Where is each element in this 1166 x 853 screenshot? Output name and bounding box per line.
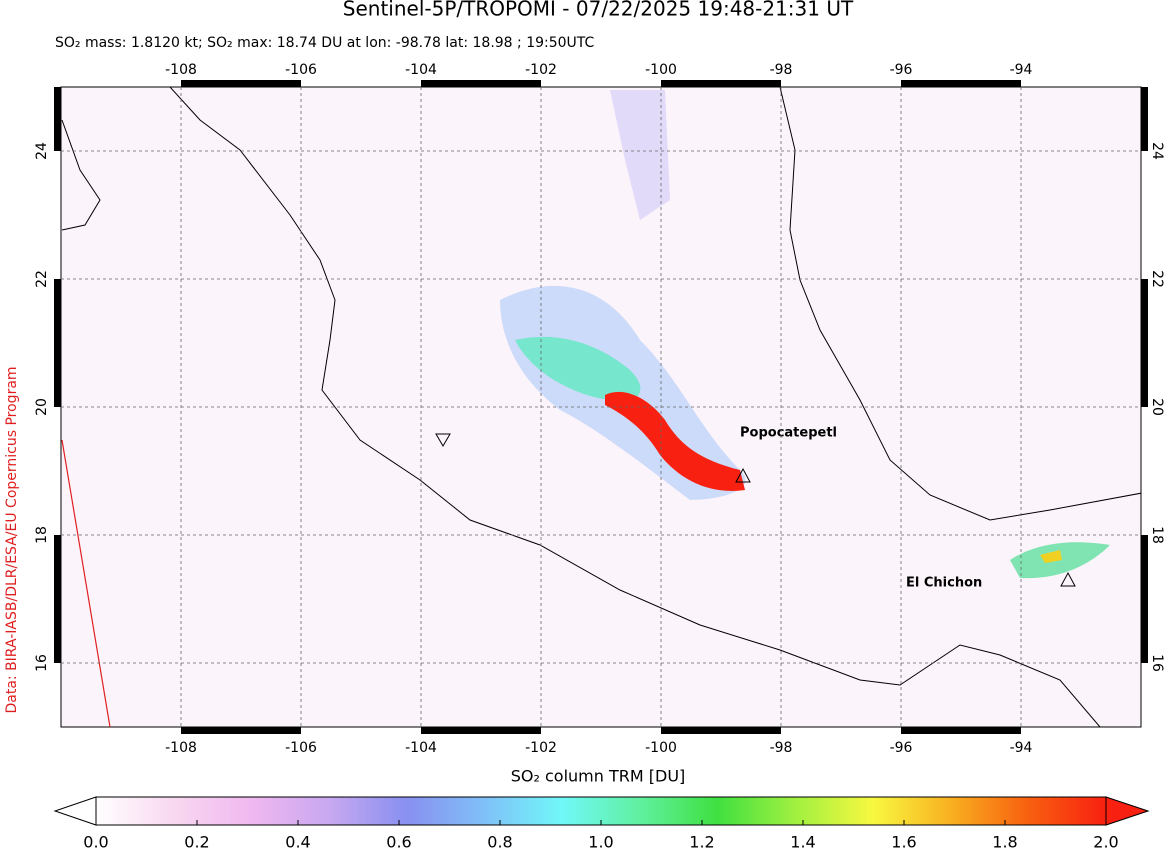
frame-bar bbox=[1141, 279, 1148, 407]
lon-tick-label: -106 bbox=[285, 740, 317, 756]
colorbar-tick-label: 1.6 bbox=[891, 833, 916, 852]
volcano-label: El Chichon bbox=[906, 576, 982, 591]
map-content: Popocatepetl El Chichon bbox=[61, 87, 1141, 727]
colorbar-tick-label: 1.0 bbox=[588, 833, 613, 852]
lon-tick-label: -102 bbox=[525, 740, 557, 756]
colorbar-tick-label: 2.0 bbox=[1093, 833, 1118, 852]
colorbar-tick-label: 0.8 bbox=[487, 833, 512, 852]
lat-tick-label: 22 bbox=[34, 270, 50, 288]
frame-bar bbox=[661, 80, 781, 87]
colorbar-tick-label: 0.0 bbox=[83, 833, 108, 852]
frame-bar bbox=[901, 80, 1021, 87]
frame-bar bbox=[54, 87, 61, 151]
frame-bar bbox=[421, 727, 541, 734]
lat-tick-label: 24 bbox=[34, 142, 50, 160]
lat-tick-label: 18 bbox=[34, 526, 50, 544]
frame-bar bbox=[181, 80, 301, 87]
title: Sentinel-5P/TROPOMI - 07/22/2025 19:48-2… bbox=[343, 0, 854, 21]
frame-bar bbox=[54, 279, 61, 407]
credit: Data: BIRA-IASB/DLR/ESA/EU Copernicus Pr… bbox=[4, 366, 20, 713]
lat-tick-label: 24 bbox=[1149, 142, 1165, 160]
lat-tick-label: 20 bbox=[1149, 398, 1165, 416]
coastline-pacific bbox=[169, 87, 1101, 727]
lat-tick-label: 18 bbox=[1149, 526, 1165, 544]
frame-bar bbox=[661, 727, 781, 734]
colorbar-extend-high bbox=[1105, 796, 1150, 826]
lat-tick-label: 20 bbox=[34, 398, 50, 416]
lon-tick-label: -96 bbox=[890, 62, 913, 78]
lat-tick-label: 16 bbox=[1149, 654, 1165, 672]
frame-bar bbox=[421, 80, 541, 87]
lon-tick-label: -100 bbox=[645, 740, 677, 756]
lon-tick-label: -98 bbox=[770, 62, 793, 78]
lon-tick-label: -100 bbox=[645, 62, 677, 78]
lon-tick-label: -96 bbox=[890, 740, 913, 756]
lon-tick-label: -106 bbox=[285, 62, 317, 78]
volcano-marker bbox=[435, 433, 451, 447]
lon-tick-label: -94 bbox=[1010, 740, 1033, 756]
frame-bar bbox=[1141, 87, 1148, 151]
frame-bar bbox=[54, 535, 61, 663]
plume-green bbox=[515, 336, 641, 401]
colorbar-tick-label: 1.2 bbox=[689, 833, 714, 852]
frame-bar bbox=[1141, 535, 1148, 663]
plume-north bbox=[610, 90, 670, 220]
coastline-baja bbox=[61, 119, 101, 231]
colorbar-label: SO₂ column TRM [DU] bbox=[511, 767, 686, 786]
lon-tick-label: -98 bbox=[770, 740, 793, 756]
lon-tick-label: -104 bbox=[405, 62, 437, 78]
volcano-marker bbox=[1060, 571, 1076, 587]
frame-bar bbox=[181, 727, 301, 734]
colorbar-tick-label: 0.4 bbox=[285, 833, 310, 852]
coastline-gulf bbox=[779, 87, 1141, 521]
lat-tick-label: 22 bbox=[1149, 270, 1165, 288]
plume-chichon-core bbox=[1040, 550, 1062, 563]
colorbar-extend-low bbox=[53, 796, 97, 826]
volcano-label: Popocatepetl bbox=[740, 426, 837, 441]
lat-tick-label: 16 bbox=[34, 654, 50, 672]
colorbar-tick-label: 0.6 bbox=[386, 833, 411, 852]
plume-core bbox=[605, 391, 745, 491]
lon-tick-label: -102 bbox=[525, 62, 557, 78]
lon-tick-label: -94 bbox=[1010, 62, 1033, 78]
lon-tick-label: -104 bbox=[405, 740, 437, 756]
colorbar-tick-label: 1.4 bbox=[790, 833, 815, 852]
colorbar-tick-label: 1.8 bbox=[992, 833, 1017, 852]
lon-tick-label: -108 bbox=[165, 62, 197, 78]
swath-edge bbox=[61, 439, 111, 727]
subtitle: SO₂ mass: 1.8120 kt; SO₂ max: 18.74 DU a… bbox=[55, 35, 595, 51]
colorbar-tick-label: 0.2 bbox=[184, 833, 209, 852]
frame-bar bbox=[901, 727, 1021, 734]
volcano-marker bbox=[735, 467, 751, 483]
lon-tick-label: -108 bbox=[165, 740, 197, 756]
